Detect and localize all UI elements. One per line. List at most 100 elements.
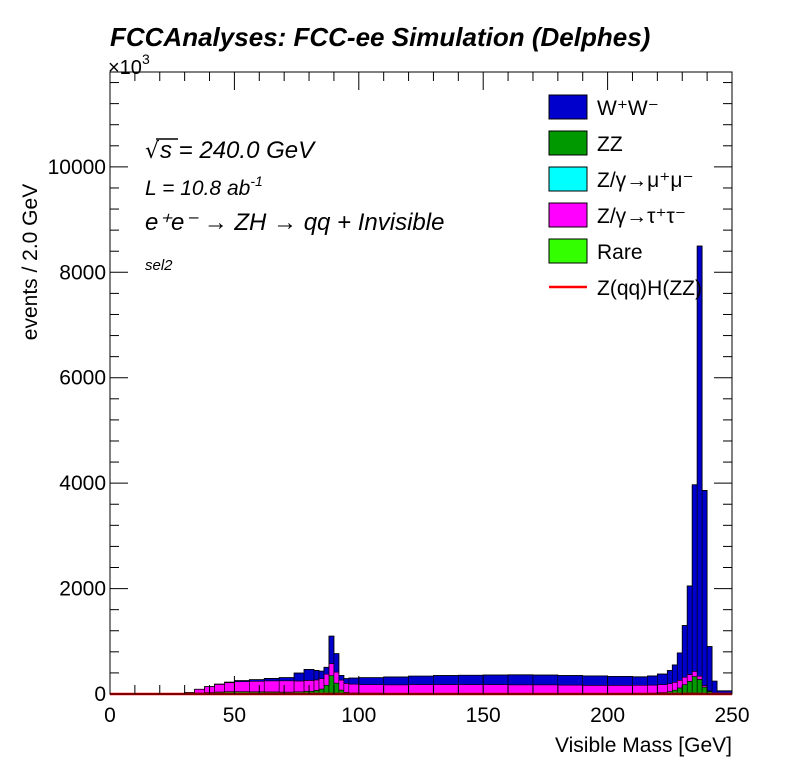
plot-frame <box>109 71 733 695</box>
bar-segment <box>278 680 295 693</box>
bar-segment <box>348 677 360 685</box>
bar-segment <box>706 646 713 692</box>
bar-segment <box>249 680 265 693</box>
bar-segment <box>458 674 484 685</box>
process-annotation: e⁺e⁻ → ZH → qq + Invisible <box>145 209 444 236</box>
legend-label: Z(qq)H(ZZ) <box>597 277 702 300</box>
bar-segment <box>696 245 703 677</box>
y-tick-label: 0 <box>94 683 106 706</box>
legend-label: Z/γ→τ⁺τ⁻ <box>597 205 686 228</box>
legend-entry: W⁺W⁻ <box>548 94 659 120</box>
x-tick-label: 250 <box>714 704 749 727</box>
legend-label: ZZ <box>597 133 623 156</box>
bar-segment <box>582 675 608 686</box>
bar-segment <box>507 674 534 686</box>
bar-segment <box>701 686 708 694</box>
bar-segment <box>318 670 325 679</box>
tick-labels: 0 50 100 150 200 250 0 2000 4000 6000 8000 10000 <box>48 156 750 727</box>
bar-segment <box>293 680 305 693</box>
bar-segment <box>482 684 509 694</box>
bar-segment <box>657 673 668 685</box>
y-tick-label: 4000 <box>59 472 106 495</box>
bar-segment <box>671 681 678 691</box>
x-tick-label: 150 <box>466 704 501 727</box>
bar-segment <box>676 679 683 689</box>
bar-segment <box>433 675 459 685</box>
bar-segment <box>671 664 678 683</box>
legend-entry: Z/γ→τ⁺τ⁻ <box>548 202 686 228</box>
axis-ticks <box>109 72 733 695</box>
y-axis-label: events / 2.0 GeV <box>19 184 42 340</box>
bar-segment <box>532 674 559 686</box>
legend-entry: ZZ <box>548 130 623 156</box>
bar-segment <box>458 684 484 694</box>
bar-segment <box>343 683 350 693</box>
bar-segment <box>313 670 320 681</box>
bar-segment <box>632 684 648 694</box>
bar-segment <box>532 684 559 694</box>
bar-segment <box>681 684 688 694</box>
x-tick-label: 0 <box>104 704 116 727</box>
bar-segment <box>408 684 434 694</box>
y-tick-label: 10000 <box>48 156 106 179</box>
bar-segment <box>657 684 668 693</box>
bar-segment <box>681 676 688 685</box>
bar-segment <box>607 685 633 694</box>
bar-segment <box>676 652 683 681</box>
bar-segment <box>482 674 509 685</box>
bar-segment <box>711 680 718 694</box>
bar-segment <box>681 625 688 678</box>
selection-annotation: sel2 <box>145 257 173 274</box>
bar-segment <box>358 677 384 685</box>
legend-swatch <box>548 202 588 228</box>
bar-segment <box>383 676 409 686</box>
bar-segment <box>686 681 693 694</box>
bar-segment <box>348 683 360 694</box>
bar-segment <box>701 490 708 686</box>
bar-segment <box>338 675 345 681</box>
x-tick-label: 50 <box>223 704 246 727</box>
x-axis-label: Visible Mass [GeV] <box>555 734 732 757</box>
bar-segment <box>557 675 584 686</box>
y-tick-label: 6000 <box>59 367 106 390</box>
bar-segment <box>328 635 335 664</box>
bar-segment <box>667 670 673 685</box>
bar-segment <box>343 678 350 684</box>
bar-segment <box>408 675 434 685</box>
stack-outline <box>110 245 732 695</box>
bar-segment <box>582 685 608 694</box>
bar-segment <box>328 663 335 676</box>
luminosity-annotation: L = 10.8 ab-1 <box>145 173 263 200</box>
legend-swatch <box>548 130 588 156</box>
legend-label: Z/γ→μ⁺μ⁻ <box>597 169 694 192</box>
legend-entry: Rare <box>548 238 643 264</box>
sqrt-symbol: √ <box>145 139 160 164</box>
bar-segment <box>647 675 658 686</box>
bar-segment <box>686 585 693 675</box>
bar-segment <box>318 688 325 694</box>
bar-segment <box>278 677 295 682</box>
bar-segment <box>323 684 330 694</box>
bar-segment <box>303 669 315 681</box>
bar-segment <box>647 684 658 694</box>
axis-exponent: ×103 <box>108 51 150 79</box>
bar-segment <box>318 678 325 690</box>
legend-swatch <box>548 238 588 264</box>
bar-segment <box>323 673 330 686</box>
bar-segment <box>507 684 534 694</box>
bar-segment <box>383 684 409 694</box>
bar-segment <box>338 679 345 691</box>
bar-segment <box>696 679 703 694</box>
legend-label: Rare <box>597 241 643 264</box>
bar-segment <box>234 681 250 692</box>
y-tick-label: 2000 <box>59 578 106 601</box>
bar-segment <box>632 676 648 686</box>
bar-segment <box>328 675 335 694</box>
bar-segment <box>194 688 205 694</box>
bar-segment <box>676 687 683 694</box>
x-tick-label: 200 <box>590 704 625 727</box>
bar-segment <box>557 684 584 694</box>
bar-segment <box>358 684 384 694</box>
y-tick-label: 8000 <box>59 261 106 284</box>
